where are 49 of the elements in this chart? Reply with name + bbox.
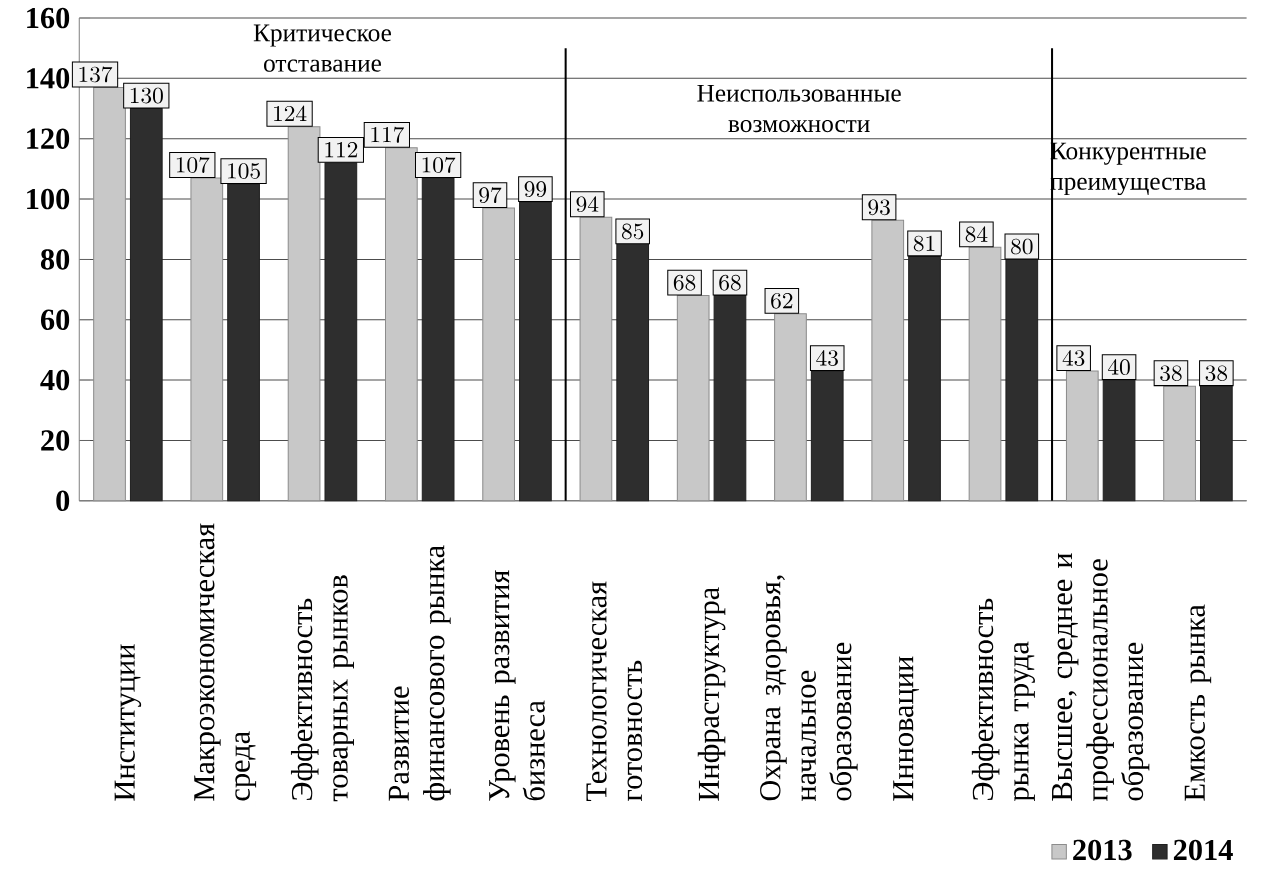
- y-tick-label: 0: [56, 490, 70, 511]
- data-label: 43: [816, 349, 838, 366]
- x-tick-label: Макроэкономическая среда: [194, 523, 257, 801]
- data-label: 38: [1205, 365, 1228, 381]
- y-tick-label: 60: [40, 309, 70, 330]
- legend-label: 2014: [1173, 839, 1233, 861]
- data-label: 130: [130, 87, 163, 104]
- x-tick-label: Инновации: [893, 656, 920, 801]
- x-tick-label: Институции: [114, 644, 142, 801]
- data-label: 93: [868, 199, 890, 215]
- y-tick-label: 100: [27, 188, 70, 210]
- data-label: 99: [524, 181, 547, 197]
- x-tick-label: Эффективность товарных рынков: [290, 575, 354, 801]
- data-label: 81: [913, 235, 935, 252]
- annotation: Критическое отставание: [253, 24, 391, 72]
- data-label: 137: [79, 66, 113, 83]
- data-label: 84: [965, 226, 988, 243]
- data-label: 38: [1160, 365, 1182, 381]
- x-tick-label: Инфраструктура: [697, 587, 726, 801]
- data-label: 68: [673, 274, 696, 291]
- data-label: 94: [576, 196, 599, 212]
- data-label: 107: [176, 156, 210, 173]
- data-label: 117: [371, 126, 405, 143]
- data-label: 80: [1011, 238, 1033, 255]
- data-label: 124: [274, 105, 307, 121]
- x-tick-label: Емкость рынка: [1184, 604, 1212, 801]
- x-tick-label: Эффективность рынка труда: [971, 598, 1035, 801]
- data-label: 107: [422, 156, 456, 173]
- y-tick-label: 160: [27, 7, 70, 29]
- data-label: 105: [228, 163, 260, 179]
- y-tick-label: 40: [40, 369, 70, 391]
- legend-label: 2013: [1073, 839, 1132, 861]
- y-tick-label: 120: [27, 128, 70, 149]
- data-label: 68: [719, 274, 741, 291]
- data-label: 112: [325, 141, 358, 158]
- x-tick-label: Развитие финансового рынка: [388, 545, 451, 801]
- x-tick-label: Высшее, среднее и профессиональное образование: [1052, 553, 1150, 801]
- y-tick-label: 20: [41, 430, 70, 451]
- x-tick-label: Уровень развития бизнеса: [489, 570, 545, 801]
- x-tick-label: Технологическая готовность: [586, 581, 643, 801]
- y-tick-label: 140: [27, 67, 70, 89]
- data-label: 62: [771, 292, 793, 309]
- annotation: Неиспользованные возможности: [697, 84, 901, 132]
- data-label: 43: [1062, 349, 1085, 366]
- x-tick-label: Охрана здоровья, начальное образование: [760, 575, 858, 801]
- data-label: 85: [621, 223, 644, 240]
- data-label: 97: [479, 186, 502, 203]
- y-tick-label: 80: [40, 249, 70, 270]
- data-label: 40: [1108, 358, 1130, 375]
